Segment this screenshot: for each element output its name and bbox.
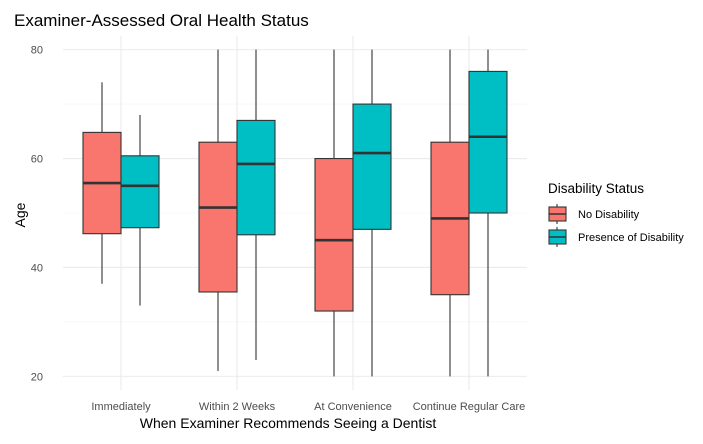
y-tick-label: 20	[31, 371, 43, 383]
box-body	[198, 141, 238, 293]
x-tick-label: At Convenience	[314, 401, 392, 413]
y-tick-label: 60	[31, 154, 43, 166]
legend-label: No Disability	[578, 209, 640, 221]
x-tick-label: Within 2 Weeks	[199, 401, 276, 413]
y-axis-title: Age	[12, 202, 28, 227]
box-presence-of-disability	[352, 49, 392, 377]
y-tick-label: 40	[31, 262, 43, 274]
x-axis-title: When Examiner Recommends Seeing a Dentis…	[140, 415, 437, 431]
legend-item: No Disability	[548, 204, 640, 224]
plot-boxes	[82, 49, 508, 377]
box-presence-of-disability	[468, 49, 508, 377]
x-tick-label: Continue Regular Care	[413, 401, 526, 413]
box-body	[352, 103, 392, 230]
box-presence-of-disability	[120, 114, 160, 306]
box-no-disability	[430, 49, 470, 377]
box-no-disability	[314, 49, 354, 377]
box-body	[314, 157, 354, 312]
y-tick-labels: 20 40 60 80	[31, 45, 43, 384]
x-tick-label: Immediately	[91, 401, 151, 413]
legend: Disability Status No Disability Presence …	[548, 181, 684, 247]
box-body	[468, 70, 508, 214]
box-no-disability	[198, 49, 238, 371]
chart-title: Examiner-Assessed Oral Health Status	[14, 11, 309, 30]
legend-title: Disability Status	[548, 181, 644, 196]
box-no-disability	[82, 82, 122, 284]
box-body	[236, 119, 276, 236]
box-presence-of-disability	[236, 49, 276, 361]
box-body	[120, 155, 160, 229]
y-tick-label: 80	[31, 45, 43, 57]
legend-item: Presence of Disability	[548, 227, 684, 247]
x-tick-labels: Immediately Within 2 Weeks At Convenience C…	[91, 401, 525, 413]
legend-label: Presence of Disability	[578, 232, 684, 244]
